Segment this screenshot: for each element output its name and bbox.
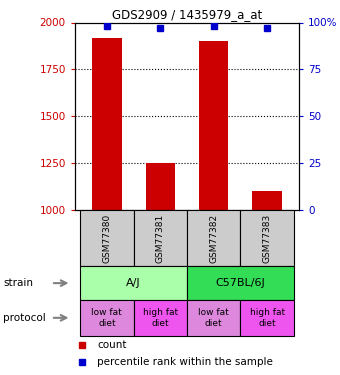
Text: A/J: A/J xyxy=(126,278,141,288)
Bar xyxy=(146,163,175,210)
Text: high fat
diet: high fat diet xyxy=(250,308,285,327)
Text: count: count xyxy=(97,339,127,350)
Text: protocol: protocol xyxy=(3,313,46,323)
Text: low fat
diet: low fat diet xyxy=(198,308,229,327)
Text: low fat
diet: low fat diet xyxy=(91,308,122,327)
Bar xyxy=(252,191,282,210)
Bar xyxy=(80,300,134,336)
Title: GDS2909 / 1435979_a_at: GDS2909 / 1435979_a_at xyxy=(112,8,262,21)
Text: GSM77381: GSM77381 xyxy=(156,213,165,263)
Text: high fat
diet: high fat diet xyxy=(143,308,178,327)
Bar xyxy=(80,266,187,300)
Bar xyxy=(187,300,240,336)
Text: percentile rank within the sample: percentile rank within the sample xyxy=(97,357,273,368)
Bar xyxy=(134,300,187,336)
Text: C57BL/6J: C57BL/6J xyxy=(216,278,265,288)
Bar xyxy=(240,210,294,266)
Bar xyxy=(80,210,134,266)
Text: GSM77380: GSM77380 xyxy=(102,213,112,263)
Text: GSM77382: GSM77382 xyxy=(209,214,218,262)
Bar xyxy=(187,210,240,266)
Bar xyxy=(199,41,228,210)
Bar xyxy=(240,300,294,336)
Bar xyxy=(134,210,187,266)
Text: strain: strain xyxy=(3,278,33,288)
Bar xyxy=(187,266,294,300)
Bar xyxy=(92,38,122,210)
Text: GSM77383: GSM77383 xyxy=(262,213,272,263)
